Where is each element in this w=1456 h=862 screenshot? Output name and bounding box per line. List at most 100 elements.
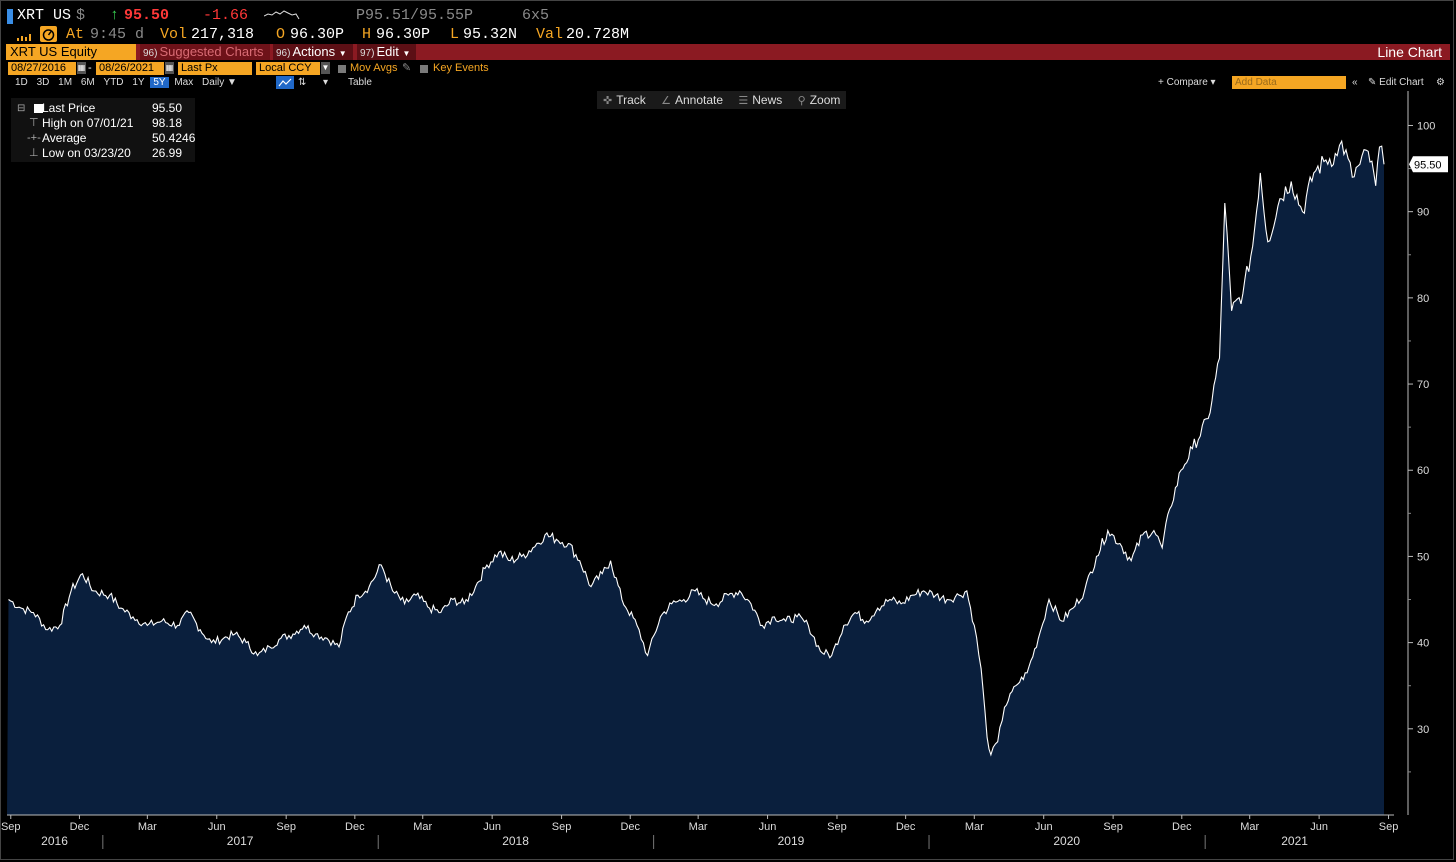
low-marker-icon: ⊥ — [29, 147, 39, 159]
y-tick-label: 70 — [1417, 379, 1429, 391]
x-tick-label: Mar — [965, 821, 984, 833]
y-tick-label: 100 — [1417, 120, 1435, 132]
sparkline-icon — [264, 10, 300, 20]
calendar-icon[interactable]: ▦ — [165, 62, 174, 74]
annotate-icon: ∠ — [661, 95, 671, 107]
legend-row-last-price: ⊟ Last Price 95.50 — [17, 101, 195, 116]
open-label: O — [276, 26, 286, 43]
legend-label: Last Price — [42, 101, 96, 115]
period-ytd[interactable]: YTD — [103, 77, 124, 88]
track-tool[interactable]: ✜ Track — [603, 93, 646, 107]
y-tick-label: 40 — [1417, 638, 1429, 650]
compare-button[interactable]: + Compare ▾ — [1158, 77, 1216, 88]
series-swatch — [34, 104, 43, 113]
legend-label: Average — [42, 131, 87, 145]
collapse-icon[interactable]: « — [1352, 77, 1358, 88]
x-tick-label: Sep — [1103, 821, 1123, 833]
price-line — [8, 139, 1385, 757]
key-events-label[interactable]: Key Events — [433, 62, 489, 74]
average-marker-icon: -+- — [27, 132, 41, 144]
news-icon: ☰ — [738, 95, 749, 107]
line-chart-icon[interactable] — [276, 76, 294, 89]
x-tick-label: Sep — [552, 821, 572, 833]
chevron-down-icon: ▼ — [402, 49, 411, 58]
x-tick-label: Mar — [689, 821, 708, 833]
open-value: 96.30P — [290, 26, 345, 43]
legend-row-high: ⊤ High on 07/01/21 98.18 — [17, 116, 195, 131]
y-tick-label: 80 — [1417, 293, 1429, 305]
key-events-checkbox[interactable] — [420, 64, 428, 77]
period-1d[interactable]: 1D — [15, 77, 28, 88]
high-marker-icon: ⊤ — [29, 117, 39, 129]
bid-ask-size: 6x5 — [522, 7, 550, 24]
gauge-icon[interactable] — [40, 26, 57, 42]
year-label: 2018 — [502, 834, 529, 848]
collapse-box-icon[interactable]: ⊟ — [17, 103, 26, 114]
table-button[interactable]: Table — [348, 77, 372, 88]
add-data-input[interactable]: Add Data — [1232, 76, 1346, 89]
start-date-input[interactable]: 08/27/2016 — [8, 62, 76, 75]
period-3d[interactable]: 3D — [36, 77, 50, 88]
x-tick-label: Dec — [345, 821, 365, 833]
x-tick-label: Jun — [208, 821, 226, 833]
chart-legend[interactable]: ⊟ Last Price 95.50 ⊤ High on 07/01/21 98… — [11, 98, 195, 162]
mov-avgs-label[interactable]: Mov Avgs — [350, 62, 398, 74]
pencil-icon[interactable]: ✎ — [402, 62, 412, 74]
x-tick-label: Jun — [1310, 821, 1328, 833]
period-6m[interactable]: 6M — [80, 77, 95, 88]
year-label: 2020 — [1053, 834, 1080, 848]
field-select[interactable]: Last Px — [178, 62, 252, 75]
crosshair-icon: ✜ — [603, 95, 613, 107]
edit-chart-button[interactable]: ✎ Edit Chart — [1368, 77, 1424, 88]
value-label: Val — [536, 26, 564, 43]
low-value: 95.32N — [463, 26, 518, 43]
last-value-badge — [1409, 156, 1448, 173]
price-area — [7, 141, 1384, 815]
currency-symbol: $ — [76, 7, 86, 24]
suggested-charts-button[interactable]: 96) Suggested Charts — [140, 44, 270, 60]
date-separator: - — [88, 62, 92, 74]
low-label: L — [450, 26, 460, 43]
high-label: H — [362, 26, 372, 43]
traded-value: 20.728M — [566, 26, 630, 43]
frequency-select[interactable]: Daily ▼ — [202, 77, 237, 88]
bid-ask: P95.51/95.55P — [356, 7, 474, 24]
y-tick-label: 90 — [1417, 207, 1429, 219]
year-label: 2021 — [1281, 834, 1308, 848]
legend-row-low: ⊥ Low on 03/23/20 26.99 — [17, 146, 195, 161]
legend-value: 50.4246 — [152, 131, 196, 145]
legend-label: High on 07/01/21 — [42, 116, 134, 130]
sort-icon[interactable]: ⇅ — [298, 77, 307, 88]
actions-button[interactable]: 96) Actions ▼ — [273, 44, 353, 60]
zoom-tool[interactable]: ⚲ Zoom — [797, 93, 841, 107]
period-1y[interactable]: 1Y — [132, 77, 145, 88]
year-label: 2017 — [227, 834, 254, 848]
legend-row-average: -+- Average 50.4246 — [17, 131, 195, 146]
news-tool[interactable]: ☰ News — [738, 93, 783, 107]
period-buttons: 1D 3D 1M 6M YTD 1Y 5Y Max Daily ▼ — [12, 77, 240, 89]
x-tick-label: Mar — [138, 821, 157, 833]
chevron-down-icon[interactable]: ▾ — [323, 77, 329, 88]
annotate-tool[interactable]: ∠ Annotate — [661, 93, 724, 107]
chevron-down-icon[interactable]: ▼ — [321, 62, 330, 74]
ticker[interactable]: XRT US — [17, 7, 72, 24]
chart-toolbar: ✜ Track ∠ Annotate ☰ News ⚲ Zoom — [597, 91, 847, 109]
period-max[interactable]: Max — [174, 77, 194, 88]
period-5y[interactable]: 5Y — [150, 77, 169, 88]
period-1m[interactable]: 1M — [58, 77, 73, 88]
gear-icon[interactable]: ⚙ — [1436, 77, 1445, 88]
x-tick-label: Mar — [413, 821, 432, 833]
calendar-icon[interactable]: ▦ — [77, 62, 86, 74]
currency-select[interactable]: Local CCY — [256, 62, 320, 75]
end-date-input[interactable]: 08/26/2021 — [96, 62, 164, 75]
edit-button[interactable]: 97) Edit ▼ — [357, 44, 417, 60]
x-tick-label: Jun — [483, 821, 501, 833]
legend-value: 26.99 — [152, 146, 183, 160]
magnifier-icon: ⚲ — [797, 95, 806, 107]
x-tick-label: Dec — [1172, 821, 1192, 833]
security-input[interactable]: XRT US Equity — [6, 44, 136, 60]
x-tick-label: Mar — [1240, 821, 1259, 833]
mov-avgs-checkbox[interactable] — [338, 64, 346, 77]
